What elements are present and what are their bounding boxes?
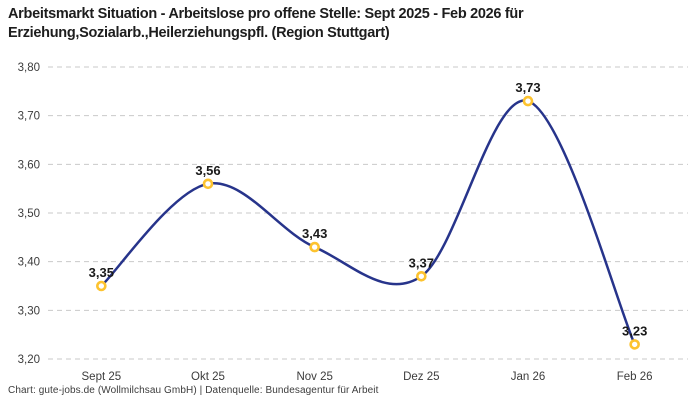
x-tick-label: Feb 26 xyxy=(617,371,653,383)
y-tick-label: 3,30 xyxy=(18,305,40,317)
data-point-label: 3,43 xyxy=(302,226,327,241)
data-point-marker xyxy=(202,178,214,190)
data-point-marker xyxy=(522,95,534,107)
data-point-marker xyxy=(309,241,320,253)
series-line xyxy=(100,99,636,346)
x-tick-label: Jan 26 xyxy=(511,371,546,383)
y-tick-label: 3,80 xyxy=(18,62,40,74)
attribution-text: Chart: gute-jobs.de (Wollmilchsau GmbH) … xyxy=(8,385,379,396)
page-title: Arbeitsmarkt Situation - Arbeitslose pro… xyxy=(8,6,524,41)
y-tick-label: 3,60 xyxy=(18,159,40,171)
x-tick-label: Dez 25 xyxy=(403,371,439,383)
x-tick-label: Nov 25 xyxy=(296,371,332,383)
data-point-label: 3,56 xyxy=(195,163,220,178)
data-point-label: 3,35 xyxy=(89,265,114,280)
y-tick-label: 3,20 xyxy=(18,354,40,366)
y-tick-label: 3,70 xyxy=(18,111,40,123)
data-point-label: 3,37 xyxy=(409,255,434,270)
data-point-label: 3,23 xyxy=(622,323,647,338)
y-tick-label: 3,50 xyxy=(18,208,40,220)
data-point-marker xyxy=(416,270,427,282)
data-point-marker xyxy=(96,280,107,292)
x-tick-label: Okt 25 xyxy=(191,371,225,383)
data-point-marker xyxy=(629,339,640,350)
y-tick-label: 3,40 xyxy=(18,257,40,269)
data-point-label: 3,73 xyxy=(515,80,540,95)
x-tick-label: Sept 25 xyxy=(82,371,122,383)
